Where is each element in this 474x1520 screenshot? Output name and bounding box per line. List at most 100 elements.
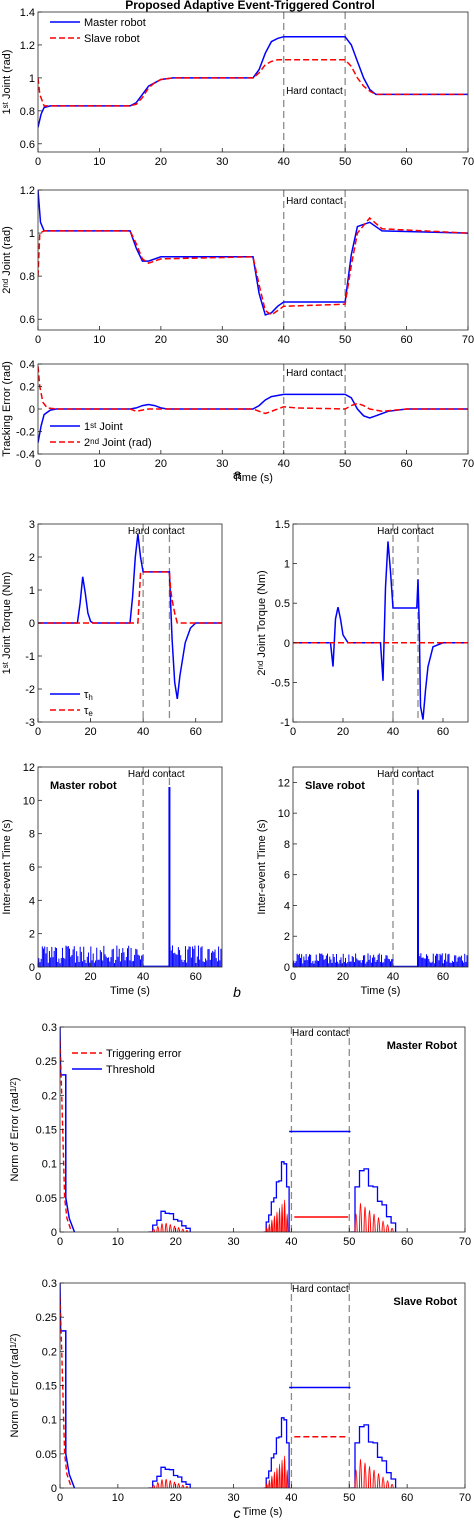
legend: 1st Joint 2nd Joint (rad) [50, 421, 152, 449]
threshold-burst [350, 1168, 397, 1232]
threshold-burst [350, 1424, 397, 1488]
x-tick-label: 60 [401, 1236, 413, 1248]
y-tick-label: 0.2 [42, 1090, 57, 1102]
legend: Master robot Slave robot [50, 17, 146, 45]
plot-area-c1 [60, 1027, 397, 1232]
legend-label-part: e [88, 709, 93, 718]
plot-area-c2 [60, 1283, 397, 1488]
x-tick-label: 20 [337, 971, 349, 983]
y-tick-label: 0.05 [36, 1193, 57, 1205]
y-axis-label-part: Joint (rad) [1, 226, 13, 279]
error-burst [286, 1469, 289, 1488]
error-burst [354, 1213, 358, 1232]
x-tick-label: 10 [112, 1492, 124, 1504]
panel-b4: Hard contact Slave robot 0 20 40 60 0 2 4 6 8 10 12 T… [256, 766, 469, 997]
x-tick-label: 20 [337, 726, 349, 738]
threshold-burst [263, 1417, 290, 1488]
panel-a1: Hard contact 0 10 20 30 40 50 60 70 0.6 0.8 1 1.2 1.4… [1, 7, 474, 168]
y-tick-label: 0 [51, 1483, 57, 1495]
x-tick-label: 10 [93, 458, 105, 470]
legend-label: τh [84, 689, 93, 702]
y-axis-label-part: Joint (rad) [1, 50, 13, 103]
error-burst [386, 1480, 390, 1488]
y-tick-label: 2 [284, 931, 290, 943]
panel-label: Slave Robot [393, 1296, 457, 1308]
hard-contact-label: Hard contact [292, 1028, 349, 1039]
x-tick-label: 20 [84, 971, 96, 983]
series-line-1 [38, 216, 468, 316]
x-tick-label: 0 [290, 726, 296, 738]
y-tick-label: 12 [278, 777, 290, 789]
error-burst [185, 1230, 189, 1232]
error-burst [160, 1223, 164, 1232]
legend-label: τe [84, 705, 93, 718]
x-tick-label: 20 [170, 1492, 182, 1504]
error-burst [377, 1217, 381, 1232]
threshold-burst [148, 1210, 191, 1232]
y-tick-label: 0 [29, 962, 35, 974]
y-tick-label: 1 [29, 585, 35, 597]
error-burst [273, 1471, 276, 1488]
hard-contact-label: Hard contact [292, 1284, 349, 1295]
error-burst [363, 1462, 367, 1488]
series-line-0 [38, 533, 222, 700]
y-tick-label: 0.15 [36, 1125, 57, 1137]
panel-label: Slave robot [305, 780, 365, 792]
error-burst [275, 1211, 279, 1232]
y-axis-label-part: Joint Torque (Nm) [256, 570, 268, 660]
legend-label-part: Joint (rad) [99, 437, 152, 449]
legend-label-part: 1 [84, 421, 90, 433]
hard-contact-label: Hard contact [128, 769, 185, 780]
error-initial [60, 1296, 73, 1488]
error-burst [358, 1202, 363, 1232]
legend-label: Slave robot [84, 33, 140, 45]
error-burst [177, 1227, 181, 1232]
y-tick-label: -1 [25, 651, 35, 663]
plot-area-b3 [38, 787, 222, 967]
plot-area-a1 [38, 35, 468, 128]
x-axis-label: Time (s) [243, 1506, 283, 1518]
x-tick-label: 20 [155, 334, 167, 346]
x-tick-label: 50 [343, 1492, 355, 1504]
y-axis-label-part: 1/2 [9, 1081, 18, 1093]
error-burst [372, 1213, 376, 1232]
y-axis-label-part: 2 [256, 670, 268, 676]
panel-a3: Hard contact 0 10 20 30 40 50 60 70 -0.4 -0.2 0 0.2 0… [1, 359, 474, 484]
x-tick-label: 50 [339, 458, 351, 470]
y-axis-label-part: 2 [1, 288, 13, 294]
x-tick-label: 40 [137, 971, 149, 983]
panel-label: Master robot [50, 780, 117, 792]
x-axis-label: Time (s) [361, 985, 401, 997]
y-axis-label: Inter-event Time (s) [1, 819, 13, 914]
y-tick-label: 0 [29, 404, 35, 416]
error-burst [280, 1203, 284, 1232]
y-tick-label: 0.2 [42, 1346, 57, 1358]
error-burst [181, 1484, 185, 1488]
x-tick-label: 40 [278, 458, 290, 470]
error-burst [168, 1224, 172, 1232]
error-burst [168, 1480, 172, 1488]
plot-area-b1 [38, 533, 222, 700]
x-tick-label: 20 [155, 156, 167, 168]
x-axis-label: Time (s) [110, 985, 150, 997]
y-tick-label: 1 [284, 559, 290, 571]
error-burst [185, 1486, 189, 1488]
error-burst [381, 1220, 385, 1232]
x-tick-label: 40 [137, 726, 149, 738]
axes-box [292, 766, 469, 968]
x-tick-label: 10 [93, 334, 105, 346]
error-burst [386, 1224, 390, 1232]
x-tick-label: 50 [339, 156, 351, 168]
x-tick-label: 70 [462, 458, 474, 470]
error-burst [273, 1215, 276, 1232]
x-tick-label: 50 [339, 334, 351, 346]
y-axis-label: 1st Joint Torque (Nm) [1, 572, 13, 675]
y-tick-label: 2 [29, 929, 35, 941]
x-tick-label: 0 [35, 971, 41, 983]
legend-label-part: st [90, 421, 97, 430]
panel-b3: Hard contact Master robot 0 20 40 60 0 2 4 6 8 10 12… [1, 762, 223, 997]
x-tick-label: 30 [216, 156, 228, 168]
y-axis-label: 2nd Joint Torque (Nm) [256, 570, 268, 675]
x-tick-label: 70 [462, 334, 474, 346]
